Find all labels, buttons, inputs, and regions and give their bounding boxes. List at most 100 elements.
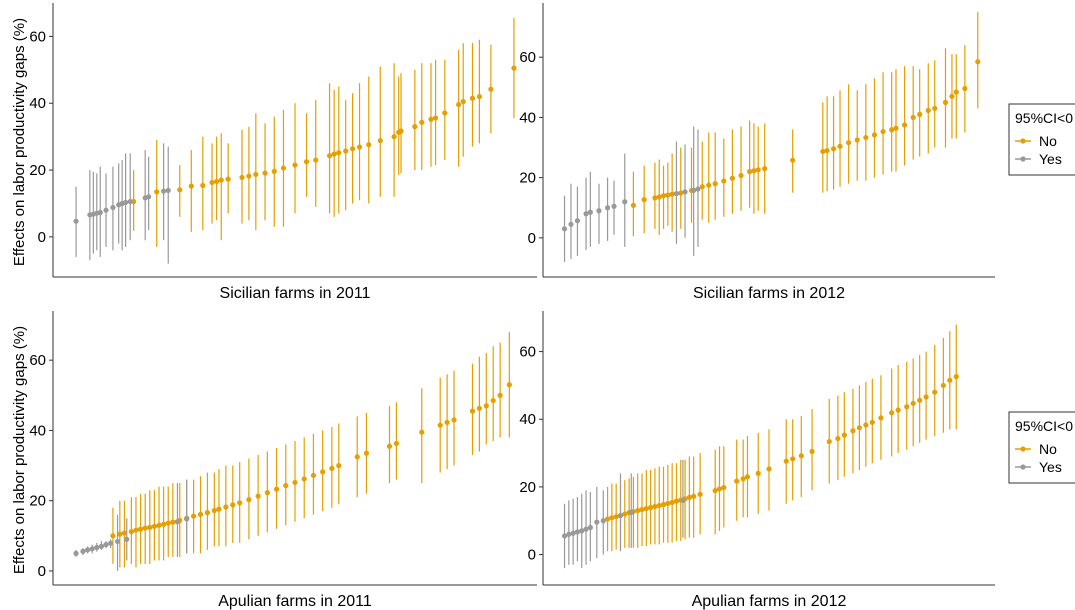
data-point	[174, 519, 181, 525]
data-point	[161, 188, 167, 194]
data-point	[656, 502, 662, 509]
data-point	[108, 540, 114, 546]
legend-title: 95%CI<0	[1015, 110, 1073, 126]
data-point	[721, 178, 727, 184]
legend: 95%CI<0 No Yes	[1008, 411, 1075, 484]
data-point	[697, 491, 703, 497]
data-point	[419, 429, 425, 435]
data-point	[218, 177, 224, 183]
data-point	[871, 132, 878, 138]
data-point	[419, 119, 425, 125]
data-point	[975, 59, 981, 65]
data-point	[161, 521, 167, 527]
data-point	[469, 408, 476, 414]
data-point	[561, 226, 568, 232]
data-point	[783, 458, 789, 464]
data-point	[917, 397, 923, 403]
data-point	[635, 507, 641, 514]
data-point	[682, 189, 688, 195]
legend-swatch-dot	[1020, 138, 1026, 144]
data-point	[393, 440, 400, 447]
data-point	[451, 417, 457, 423]
data-point	[917, 111, 923, 118]
data-point	[142, 525, 148, 531]
y-tick-label: 0	[38, 229, 46, 246]
data-point	[902, 122, 908, 128]
data-point	[98, 543, 104, 549]
data-point	[336, 462, 342, 469]
y-tick-label: 20	[29, 493, 46, 510]
data-point	[103, 542, 109, 548]
data-point	[350, 146, 356, 152]
data-point	[363, 450, 370, 456]
data-point	[264, 490, 270, 496]
data-point	[798, 453, 804, 459]
legend-title: 95%CI<0	[1015, 418, 1073, 434]
data-point	[190, 513, 197, 519]
legend-swatch-dot	[1020, 464, 1026, 470]
panel-2: 0 20 40 60 Sicilian farms in 2012	[519, 3, 995, 302]
data-point	[904, 404, 910, 410]
data-point	[211, 507, 217, 514]
data-point	[197, 511, 204, 517]
data-point	[239, 174, 245, 181]
series-yes	[73, 479, 190, 571]
data-point	[320, 469, 326, 475]
legends: 95%CI<0 No Yes 95%CI<0 No Yes	[1008, 103, 1075, 484]
data-point	[744, 474, 751, 480]
data-point	[146, 194, 152, 200]
data-point	[124, 536, 130, 542]
data-point	[942, 99, 949, 105]
data-point	[856, 425, 863, 431]
data-point	[177, 187, 183, 193]
data-point	[611, 203, 617, 209]
series-no	[630, 12, 981, 237]
data-point	[456, 101, 462, 108]
data-point	[428, 116, 434, 122]
data-point	[826, 438, 832, 445]
data-point	[809, 448, 815, 454]
legend-item-label: Yes	[1039, 151, 1062, 167]
series-yes	[561, 459, 686, 569]
data-point	[255, 493, 261, 499]
data-point	[604, 516, 611, 522]
data-point	[94, 544, 100, 551]
data-point	[114, 538, 121, 545]
data-point	[790, 157, 796, 163]
data-point	[123, 199, 129, 206]
data-point	[648, 504, 654, 511]
data-point	[356, 144, 363, 150]
data-point	[583, 526, 589, 532]
data-point	[280, 165, 287, 171]
data-point	[949, 93, 955, 99]
data-point	[932, 389, 938, 395]
data-point	[391, 134, 397, 140]
data-point	[665, 500, 671, 507]
data-point	[377, 138, 383, 144]
data-point	[137, 526, 144, 532]
data-point	[660, 501, 667, 508]
data-point	[617, 513, 624, 519]
series-no	[131, 18, 517, 247]
data-point	[630, 202, 637, 208]
data-point	[962, 85, 968, 92]
data-point	[652, 503, 658, 510]
x-axis-label: Sicilian farms in 2011	[220, 285, 371, 302]
data-point	[230, 502, 236, 508]
data-point	[398, 128, 404, 134]
data-point	[880, 128, 886, 135]
data-point	[583, 211, 589, 217]
data-point	[488, 86, 494, 92]
data-point	[151, 523, 158, 529]
panel-4: 0 20 40 60 Apulian farms in 2012	[519, 311, 995, 610]
data-point	[568, 221, 574, 227]
data-point	[336, 150, 342, 156]
y-tick-label: 0	[528, 230, 536, 247]
y-tick-label: 40	[29, 422, 46, 439]
data-point	[686, 494, 692, 500]
data-point	[292, 479, 298, 486]
data-point	[476, 93, 482, 100]
data-point	[889, 410, 895, 416]
data-point	[366, 142, 372, 148]
